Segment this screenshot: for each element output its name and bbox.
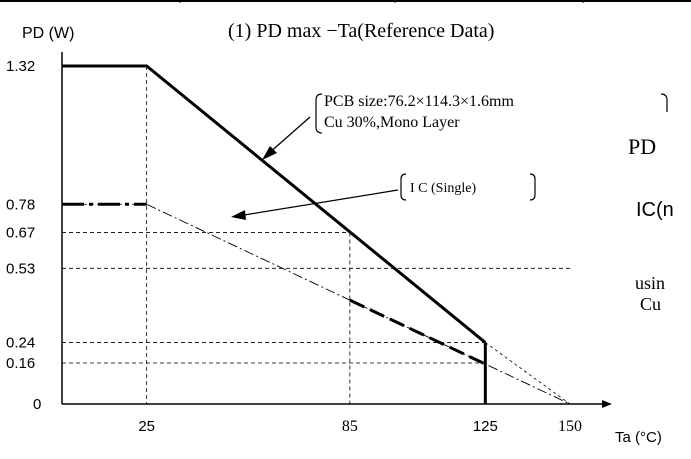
pcb-note-bracket-left [315, 93, 323, 134]
cut-text-4: Cu [640, 294, 661, 314]
y-tick-label-5: 0.78 [6, 196, 35, 213]
series-ic-derated [349, 298, 486, 366]
y-axis-label: PD (W) [22, 25, 74, 42]
series [62, 64, 571, 405]
pcb-arrow-head [262, 146, 277, 160]
ticks: 0 0.16 0.24 0.53 0.67 0.78 1.32 25 85 125 150 [6, 58, 582, 435]
pcb-annotation: PCB size:76.2×114.3×1.6mm Cu 30%,Mono La… [315, 93, 668, 134]
y-tick-label-0: 0 [33, 396, 41, 413]
ic-arrow-head [231, 210, 246, 220]
chart-title: (1) PD max −Ta(Reference Data) [228, 20, 494, 42]
x-axis-label: Ta (°C) [615, 429, 662, 446]
y-tick-label-6: 1.32 [6, 58, 35, 75]
y-tick-label-4: 0.67 [6, 224, 35, 241]
cut-text-2: IC(n [636, 199, 674, 221]
ic-annotation: I C (Single) [400, 173, 536, 201]
cut-text-3: usin [635, 273, 665, 293]
y-tick-label-2: 0.24 [6, 335, 35, 352]
x-tick-label-2: 125 [473, 418, 498, 435]
ic-note-bracket-left [400, 173, 407, 201]
y-tick-label-3: 0.53 [6, 260, 35, 277]
x-axis-arrow [602, 400, 612, 408]
ic-arrow [237, 189, 399, 217]
series-pcb-extension [485, 342, 571, 405]
axes [61, 52, 612, 408]
ic-note-bracket-right [529, 173, 536, 201]
series-pcb-line [62, 64, 487, 344]
pcb-note-bracket-right [660, 93, 668, 112]
y-tick-label-1: 0.16 [6, 355, 35, 372]
x-tick-label-0: 25 [138, 418, 155, 435]
pcb-note-line-2: Cu 30%,Mono Layer [324, 114, 460, 131]
pcb-note-line-1: PCB size:76.2×114.3×1.6mm [324, 93, 514, 110]
pcb-arrow [267, 116, 311, 155]
x-tick-label-3: 150 [558, 418, 582, 435]
ic-note-text: I C (Single) [410, 181, 476, 196]
x-tick-label-1: 85 [342, 418, 358, 435]
cut-text-1: PD [628, 134, 656, 159]
